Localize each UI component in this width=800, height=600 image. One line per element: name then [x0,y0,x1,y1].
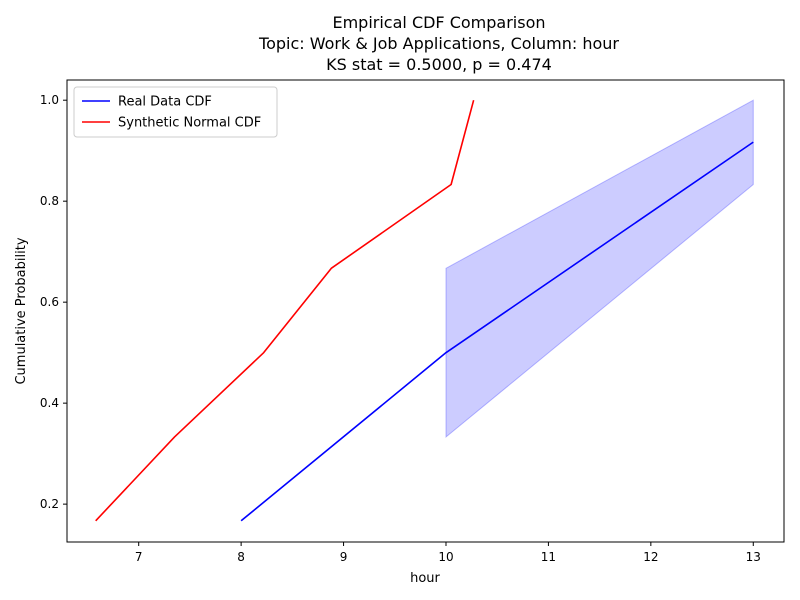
real-data-confidence-band [445,99,754,439]
chart-title-line-2: Topic: Work & Job Applications, Column: … [258,34,619,53]
legend: Real Data CDF Synthetic Normal CDF [73,86,278,138]
y-tick-label: 0.6 [40,295,59,309]
x-tick-label: 10 [438,550,453,564]
y-tick-label: 0.2 [40,497,59,511]
x-tick-label: 9 [340,550,348,564]
plot-frame [66,79,785,543]
y-tick-label: 1.0 [40,93,59,107]
x-tick-label: 11 [541,550,556,564]
x-tick-label: 8 [237,550,245,564]
y-tick-label: 0.4 [40,396,59,410]
x-tick-label: 12 [643,550,658,564]
series-line-1 [95,99,475,522]
y-axis-label: Cumulative Probability [14,237,29,384]
legend-label-1: Synthetic Normal CDF [118,116,261,131]
x-tick-label: 13 [746,550,761,564]
chart-title-line-1: Empirical CDF Comparison [332,13,545,32]
x-tick-label: 7 [135,550,143,564]
y-tick-label: 0.8 [40,194,59,208]
legend-label-0: Real Data CDF [118,95,212,110]
chart-title-line-3: KS stat = 0.5000, p = 0.474 [326,55,552,74]
x-axis-label: hour [410,571,440,586]
legend-box [73,86,278,138]
series-line-0 [240,141,754,522]
